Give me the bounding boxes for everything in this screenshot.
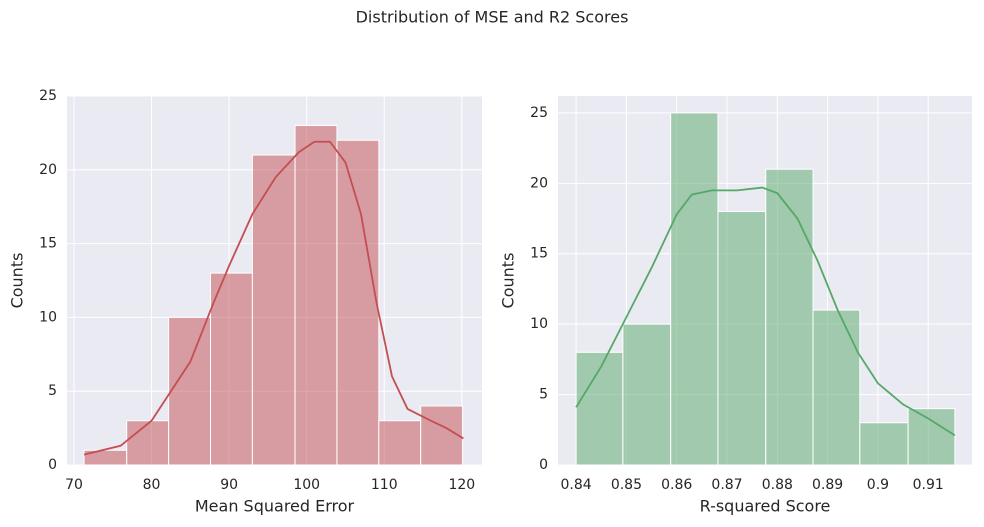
bar — [907, 408, 956, 466]
bar — [670, 112, 719, 466]
x-tick-label: 120 — [448, 477, 475, 493]
y-tick-label: 20 — [530, 175, 548, 191]
bar — [812, 309, 861, 466]
y-tick-label: 15 — [39, 236, 57, 252]
y-tick-label: 0 — [539, 457, 548, 473]
bar — [126, 420, 170, 466]
bar — [575, 351, 624, 466]
bar — [251, 154, 296, 466]
x-tick-label: 0.86 — [661, 477, 692, 493]
y-tick-label: 5 — [539, 387, 548, 403]
y-tick-label: 25 — [39, 88, 57, 104]
bar — [859, 422, 909, 466]
figure-title: Distribution of MSE and R2 Scores — [356, 8, 629, 27]
x-tick-label: 100 — [293, 477, 320, 493]
kde-line — [83, 140, 464, 456]
bar — [378, 420, 422, 466]
x-tick-label: 80 — [143, 477, 161, 493]
bar — [717, 210, 767, 466]
x-tick-label: 0.88 — [762, 477, 793, 493]
x-tick-label: 0.89 — [812, 477, 843, 493]
x-axis-label: R-squared Score — [700, 497, 831, 516]
bar — [168, 316, 212, 466]
kde-line — [575, 186, 956, 437]
bar — [210, 272, 253, 466]
x-tick-label: 0.84 — [561, 477, 592, 493]
y-axis-label: Counts — [499, 253, 518, 309]
x-axis-label: Mean Squared Error — [195, 497, 355, 516]
y-axis-label: Counts — [8, 253, 27, 309]
y-tick-label: 5 — [48, 383, 57, 399]
y-tick-label: 25 — [530, 105, 548, 121]
bar — [622, 323, 672, 466]
bar — [420, 405, 464, 466]
x-tick-label: 70 — [65, 477, 83, 493]
y-tick-label: 10 — [39, 309, 57, 325]
y-tick-label: 0 — [48, 457, 57, 473]
x-tick-label: 0.87 — [711, 477, 742, 493]
x-tick-label: 0.9 — [867, 477, 889, 493]
x-tick-label: 0.85 — [611, 477, 642, 493]
bar — [765, 168, 814, 466]
x-tick-label: 0.91 — [913, 477, 944, 493]
y-tick-label: 20 — [39, 162, 57, 178]
x-tick-label: 90 — [220, 477, 238, 493]
bar — [294, 125, 338, 466]
x-tick-label: 110 — [371, 477, 398, 493]
y-tick-label: 10 — [530, 316, 548, 332]
bar — [336, 139, 380, 466]
y-tick-label: 15 — [530, 246, 548, 262]
